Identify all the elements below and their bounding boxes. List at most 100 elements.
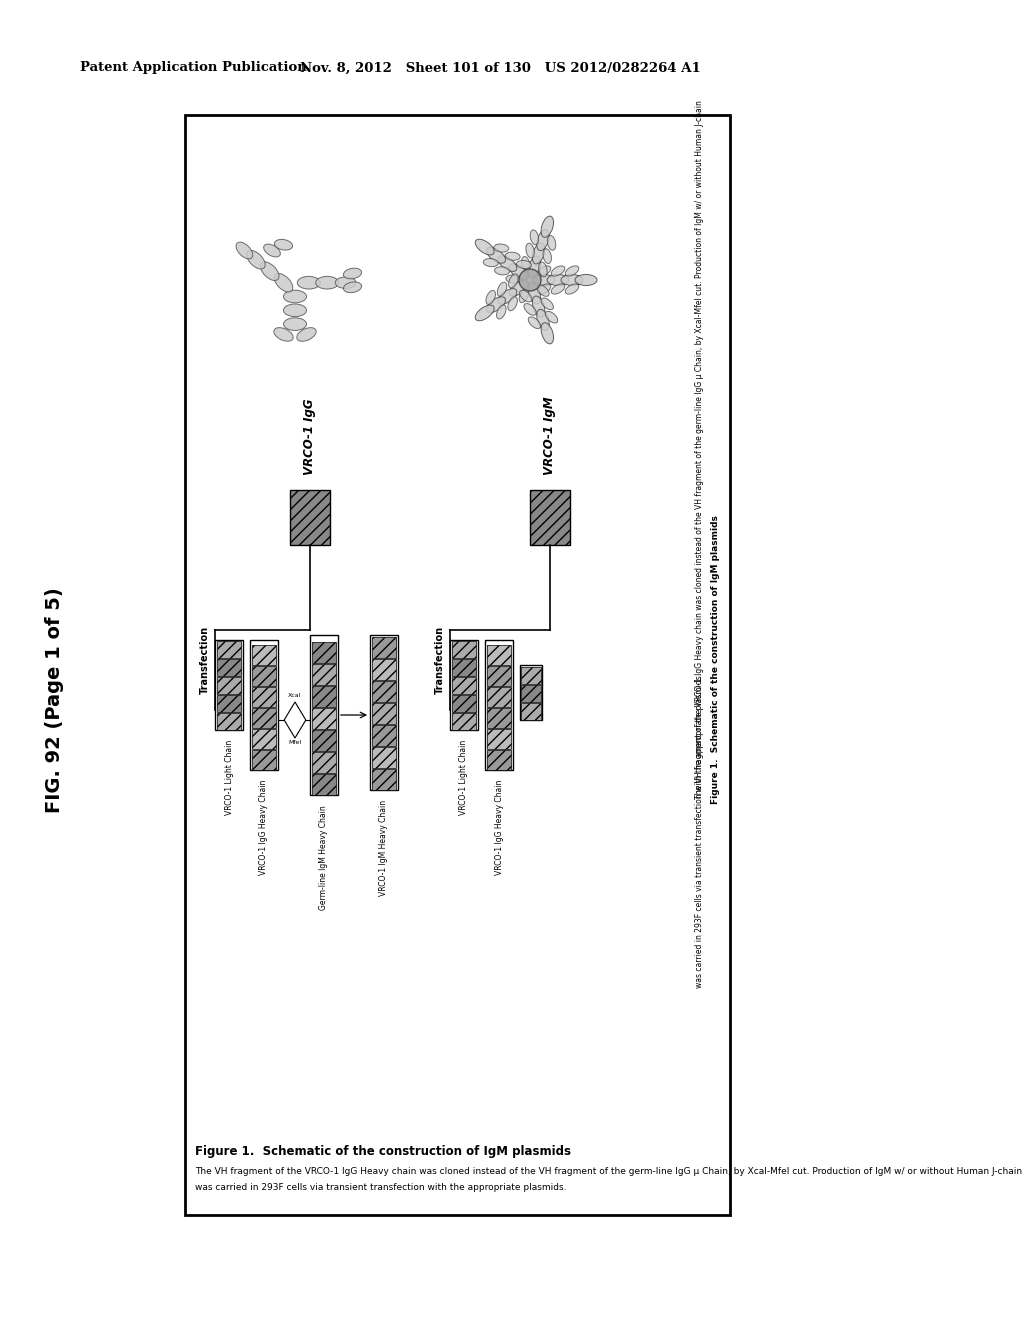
Ellipse shape — [543, 248, 551, 264]
Ellipse shape — [530, 230, 539, 244]
Ellipse shape — [534, 275, 555, 285]
Ellipse shape — [537, 285, 549, 297]
Ellipse shape — [547, 275, 569, 285]
Ellipse shape — [505, 252, 520, 260]
Ellipse shape — [532, 296, 545, 317]
Text: VRCO-1 Light Chain: VRCO-1 Light Chain — [224, 741, 233, 816]
Bar — [312, 774, 336, 795]
Text: Nov. 8, 2012   Sheet 101 of 130   US 2012/0282264 A1: Nov. 8, 2012 Sheet 101 of 130 US 2012/02… — [300, 62, 700, 74]
Bar — [217, 696, 241, 711]
Ellipse shape — [247, 251, 265, 269]
Ellipse shape — [547, 235, 556, 251]
Ellipse shape — [565, 265, 579, 276]
Ellipse shape — [284, 304, 306, 317]
Ellipse shape — [561, 275, 583, 285]
Ellipse shape — [297, 276, 321, 289]
Bar — [372, 747, 396, 768]
Bar — [452, 642, 476, 657]
Text: The VH fragment of the VRCO-1 IgG Heavy chain was cloned instead of the VH fragm: The VH fragment of the VRCO-1 IgG Heavy … — [695, 100, 705, 800]
Bar — [521, 685, 541, 702]
Ellipse shape — [537, 309, 549, 330]
Text: VRCO-1 IgG: VRCO-1 IgG — [303, 399, 316, 475]
Ellipse shape — [498, 289, 517, 305]
Ellipse shape — [538, 284, 551, 294]
Ellipse shape — [519, 289, 528, 302]
Ellipse shape — [575, 275, 597, 285]
Ellipse shape — [494, 244, 509, 252]
Bar — [217, 677, 241, 694]
Ellipse shape — [521, 256, 530, 272]
Bar — [487, 667, 511, 686]
Bar — [452, 677, 476, 694]
Bar — [290, 490, 330, 545]
Text: VRCO-1 IgG Heavy Chain: VRCO-1 IgG Heavy Chain — [495, 780, 504, 875]
Ellipse shape — [483, 259, 499, 267]
Text: was carried in 293F cells via transient transfection with the appropriate plasmi: was carried in 293F cells via transient … — [195, 1183, 566, 1192]
Ellipse shape — [274, 239, 293, 249]
Bar — [452, 659, 476, 676]
Ellipse shape — [263, 244, 281, 257]
Ellipse shape — [541, 216, 554, 238]
Bar — [487, 708, 511, 729]
Ellipse shape — [497, 305, 506, 319]
Polygon shape — [285, 702, 306, 738]
Bar — [252, 708, 276, 729]
Ellipse shape — [498, 282, 507, 296]
Bar — [252, 729, 276, 748]
Bar — [185, 115, 730, 1214]
Text: MfeI: MfeI — [289, 741, 302, 744]
Bar — [217, 659, 241, 676]
Ellipse shape — [509, 280, 528, 296]
Ellipse shape — [524, 304, 537, 315]
Bar — [372, 659, 396, 680]
Ellipse shape — [519, 269, 541, 290]
Bar — [450, 640, 478, 730]
Bar — [312, 730, 336, 751]
Text: The VH fragment of the VRCO-1 IgG Heavy chain was cloned instead of the VH fragm: The VH fragment of the VRCO-1 IgG Heavy … — [195, 1167, 1022, 1176]
Bar — [487, 686, 511, 708]
Bar — [250, 640, 278, 770]
Text: was carried in 293F cells via transient transfection with the appropriate plasmi: was carried in 293F cells via transient … — [695, 672, 705, 987]
Bar — [372, 638, 396, 657]
Ellipse shape — [486, 247, 506, 263]
Bar — [487, 645, 511, 665]
Text: Transfection: Transfection — [435, 626, 445, 694]
Bar — [372, 770, 396, 789]
Bar — [372, 704, 396, 723]
Ellipse shape — [551, 265, 565, 276]
Bar — [372, 681, 396, 702]
Text: VRCO-1 IgM Heavy Chain: VRCO-1 IgM Heavy Chain — [380, 800, 388, 896]
Bar — [252, 750, 276, 770]
Ellipse shape — [565, 284, 579, 294]
Ellipse shape — [260, 261, 279, 280]
Ellipse shape — [495, 267, 510, 275]
Bar — [252, 667, 276, 686]
Ellipse shape — [541, 298, 553, 310]
Ellipse shape — [335, 277, 356, 289]
Bar — [485, 640, 513, 770]
Text: Germ-line IgM Heavy Chain: Germ-line IgM Heavy Chain — [319, 805, 329, 909]
Bar — [452, 696, 476, 711]
Text: Patent Application Publication: Patent Application Publication — [80, 62, 307, 74]
Ellipse shape — [509, 275, 518, 288]
Bar — [310, 635, 338, 795]
Bar — [530, 490, 570, 545]
Bar — [312, 708, 336, 729]
Ellipse shape — [343, 268, 361, 279]
Bar — [487, 750, 511, 770]
Text: XcaI: XcaI — [288, 693, 302, 698]
Ellipse shape — [538, 265, 551, 276]
Ellipse shape — [508, 297, 517, 310]
Ellipse shape — [528, 282, 541, 304]
Bar — [217, 642, 241, 657]
Bar — [521, 667, 541, 684]
Ellipse shape — [486, 290, 496, 305]
Ellipse shape — [539, 263, 547, 277]
Ellipse shape — [541, 322, 554, 343]
Ellipse shape — [528, 256, 541, 277]
Ellipse shape — [516, 260, 531, 268]
Ellipse shape — [498, 256, 517, 272]
Ellipse shape — [537, 230, 549, 251]
Ellipse shape — [526, 243, 535, 257]
Ellipse shape — [236, 242, 253, 259]
